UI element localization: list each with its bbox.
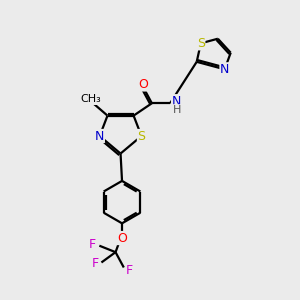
Text: S: S — [137, 130, 146, 142]
Text: S: S — [197, 37, 205, 50]
Text: F: F — [91, 257, 98, 270]
Text: F: F — [89, 238, 96, 251]
Text: O: O — [139, 78, 148, 91]
Text: N: N — [220, 63, 229, 76]
Text: N: N — [172, 95, 181, 108]
Text: O: O — [117, 232, 127, 244]
Text: F: F — [126, 264, 133, 277]
Text: N: N — [95, 130, 104, 142]
Text: H: H — [172, 105, 181, 115]
Text: CH₃: CH₃ — [80, 94, 101, 104]
